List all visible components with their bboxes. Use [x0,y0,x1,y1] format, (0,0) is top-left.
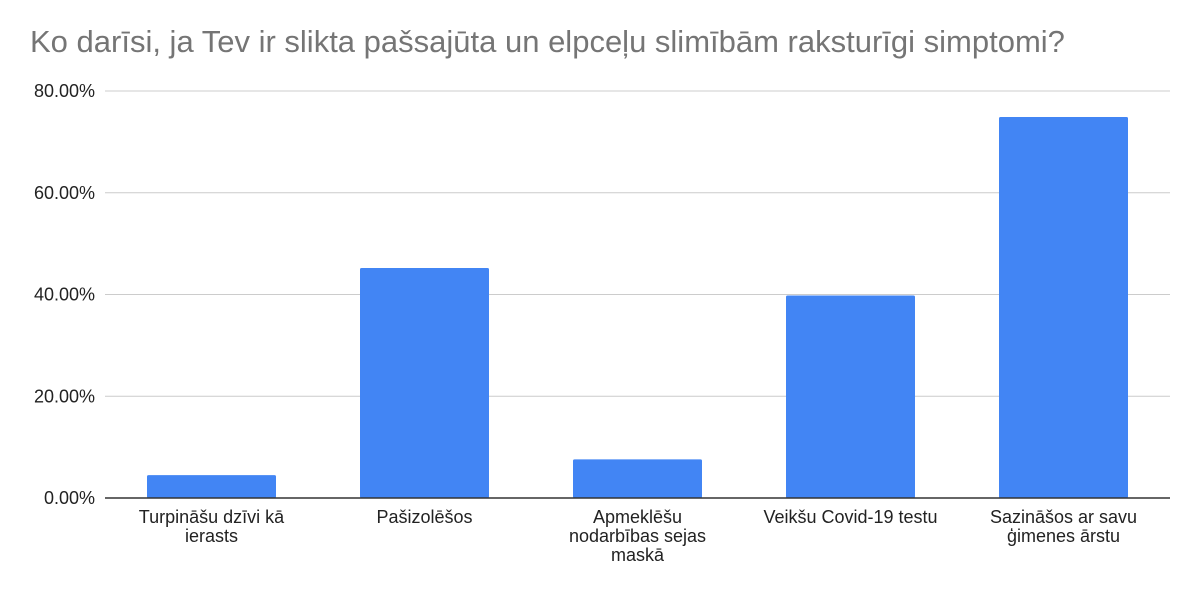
x-category-label-line: Veikšu Covid-19 testu [763,507,937,527]
x-category-label: Turpināšu dzīvi kā ierasts [139,507,285,546]
chart-title: Ko darīsi, ja Tev ir slikta pašsajūta un… [30,24,1065,59]
x-category-label-line: Apmeklēšu [593,507,682,527]
x-category-label: Veikšu Covid-19 testu [763,507,937,527]
bar [360,268,489,498]
x-category-label-line: Sazināšos ar savu [990,507,1137,527]
bar [147,475,276,498]
x-category-label-line: Turpināšu dzīvi kā [139,507,285,527]
bar [999,116,1128,498]
x-category-label-line: Pašizolēšos [376,507,472,527]
x-category-label-line: maskā [611,545,665,565]
x-category-label-line: ģimenes ārstu [1007,526,1120,546]
x-category-label: Sazināšos ar savu ģimenes ārstu [990,507,1137,546]
x-category-label: Pašizolēšos [376,507,472,527]
x-category-label-line: ierasts [185,526,238,546]
y-tick-label: 0.00% [44,488,95,508]
y-tick-label: 20.00% [34,386,95,406]
bar [786,295,915,498]
y-tick-label: 80.00% [34,81,95,101]
y-tick-label: 40.00% [34,285,95,305]
x-category-label-line: nodarbības sejas [569,526,706,546]
y-tick-label: 60.00% [34,183,95,203]
bar [573,459,702,498]
x-category-label: Apmeklēšu nodarbības sejas maskā [569,507,706,565]
